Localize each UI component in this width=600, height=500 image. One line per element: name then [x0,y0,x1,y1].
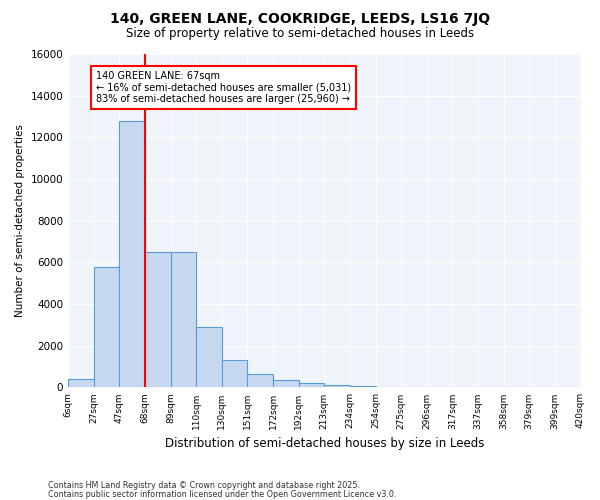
Bar [170,252,196,388]
Text: Contains public sector information licensed under the Open Government Licence v3: Contains public sector information licen… [48,490,397,499]
Bar [247,374,273,388]
Text: 140, GREEN LANE, COOKRIDGE, LEEDS, LS16 7JQ: 140, GREEN LANE, COOKRIDGE, LEEDS, LS16 … [110,12,490,26]
Bar [196,327,222,388]
Bar [222,360,247,388]
Text: Size of property relative to semi-detached houses in Leeds: Size of property relative to semi-detach… [126,28,474,40]
Bar [299,384,325,388]
Text: Contains HM Land Registry data © Crown copyright and database right 2025.: Contains HM Land Registry data © Crown c… [48,481,360,490]
Bar [350,386,376,388]
Bar [119,120,145,388]
Bar [273,380,299,388]
Bar [68,379,94,388]
Bar [325,384,350,388]
Y-axis label: Number of semi-detached properties: Number of semi-detached properties [15,124,25,317]
Bar [145,252,170,388]
Bar [94,266,119,388]
X-axis label: Distribution of semi-detached houses by size in Leeds: Distribution of semi-detached houses by … [164,437,484,450]
Bar [376,387,401,388]
Text: 140 GREEN LANE: 67sqm
← 16% of semi-detached houses are smaller (5,031)
83% of s: 140 GREEN LANE: 67sqm ← 16% of semi-deta… [97,70,352,104]
